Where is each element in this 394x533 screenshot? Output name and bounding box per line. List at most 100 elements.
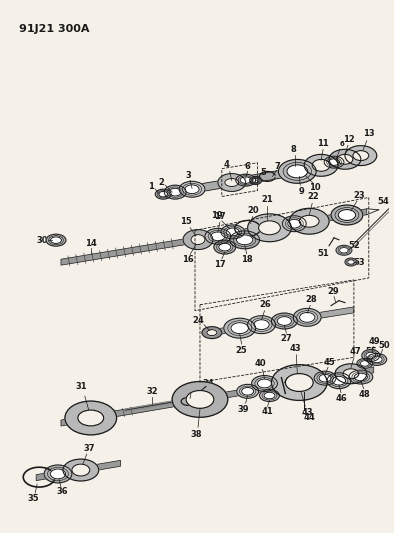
Text: 10: 10: [309, 183, 321, 192]
Ellipse shape: [282, 216, 306, 232]
Ellipse shape: [155, 189, 171, 199]
Ellipse shape: [202, 327, 222, 338]
Text: 4: 4: [224, 160, 230, 169]
Ellipse shape: [236, 174, 256, 186]
Ellipse shape: [172, 382, 228, 417]
Text: 48: 48: [359, 390, 371, 399]
Text: 36: 36: [56, 487, 68, 496]
Ellipse shape: [357, 359, 373, 368]
Ellipse shape: [179, 181, 205, 197]
Text: 22: 22: [307, 192, 319, 201]
Ellipse shape: [264, 392, 275, 399]
Text: 24: 24: [192, 316, 204, 325]
Text: 38: 38: [190, 430, 202, 439]
Ellipse shape: [169, 188, 181, 196]
Ellipse shape: [221, 225, 245, 239]
Ellipse shape: [211, 232, 225, 241]
Text: 53: 53: [353, 257, 365, 266]
Ellipse shape: [329, 149, 361, 169]
Ellipse shape: [367, 353, 387, 366]
Ellipse shape: [343, 369, 359, 379]
Text: 49: 49: [369, 337, 381, 346]
Ellipse shape: [354, 373, 367, 381]
Text: 7: 7: [275, 162, 280, 171]
Ellipse shape: [340, 247, 348, 253]
Text: 23: 23: [353, 191, 365, 200]
Ellipse shape: [299, 215, 319, 227]
Text: 51: 51: [317, 249, 329, 258]
Text: 52: 52: [348, 241, 360, 250]
Text: 42: 42: [283, 369, 295, 378]
Text: 40: 40: [255, 359, 266, 368]
Ellipse shape: [236, 235, 253, 245]
Ellipse shape: [252, 178, 259, 183]
Ellipse shape: [218, 174, 245, 191]
Text: 55: 55: [365, 347, 377, 356]
Ellipse shape: [289, 208, 329, 234]
Ellipse shape: [314, 371, 336, 385]
Text: 30: 30: [36, 236, 48, 245]
Polygon shape: [205, 307, 354, 337]
Ellipse shape: [304, 155, 338, 176]
Ellipse shape: [312, 159, 330, 171]
Text: 9: 9: [298, 187, 304, 196]
Text: 43: 43: [301, 408, 313, 417]
Ellipse shape: [331, 205, 363, 225]
Ellipse shape: [362, 350, 380, 361]
Ellipse shape: [250, 176, 262, 184]
Text: 46: 46: [335, 394, 347, 403]
Text: 54: 54: [378, 197, 390, 206]
Text: 25: 25: [236, 345, 247, 354]
Text: 17: 17: [214, 212, 226, 221]
Polygon shape: [160, 157, 361, 199]
Ellipse shape: [353, 151, 369, 160]
Ellipse shape: [337, 155, 353, 164]
Ellipse shape: [329, 159, 340, 165]
Ellipse shape: [366, 352, 376, 359]
Ellipse shape: [277, 317, 292, 325]
Text: 31: 31: [75, 382, 87, 391]
Ellipse shape: [333, 376, 346, 385]
Text: 41: 41: [262, 407, 273, 416]
Ellipse shape: [205, 228, 231, 244]
Text: 32: 32: [147, 387, 158, 396]
Ellipse shape: [260, 390, 279, 401]
Text: 45: 45: [323, 358, 335, 367]
Ellipse shape: [230, 231, 260, 249]
Ellipse shape: [207, 329, 217, 336]
Text: 8: 8: [290, 145, 296, 154]
Text: 5: 5: [260, 168, 266, 177]
Ellipse shape: [185, 185, 199, 193]
Ellipse shape: [242, 387, 254, 395]
Ellipse shape: [50, 469, 66, 479]
Ellipse shape: [50, 237, 61, 244]
Ellipse shape: [78, 410, 104, 426]
Text: 16: 16: [182, 255, 194, 264]
Ellipse shape: [338, 209, 356, 221]
Ellipse shape: [72, 464, 90, 476]
Text: 39: 39: [238, 405, 249, 414]
Text: 37: 37: [83, 443, 95, 453]
Ellipse shape: [285, 374, 313, 391]
Ellipse shape: [164, 185, 186, 199]
Ellipse shape: [345, 146, 377, 166]
Polygon shape: [36, 461, 121, 481]
Text: 91J21 300A: 91J21 300A: [19, 24, 90, 34]
Ellipse shape: [183, 230, 213, 249]
Polygon shape: [61, 209, 367, 265]
Text: 3: 3: [185, 171, 191, 180]
Text: 50: 50: [379, 341, 390, 350]
Text: 26: 26: [260, 300, 271, 309]
Ellipse shape: [225, 179, 239, 187]
Ellipse shape: [288, 220, 301, 228]
Ellipse shape: [214, 240, 236, 254]
Ellipse shape: [248, 316, 275, 334]
Ellipse shape: [224, 318, 256, 338]
Ellipse shape: [327, 373, 351, 389]
Ellipse shape: [226, 228, 239, 236]
Text: 44: 44: [303, 413, 315, 422]
Ellipse shape: [287, 165, 308, 178]
Ellipse shape: [299, 312, 315, 322]
Ellipse shape: [219, 243, 231, 251]
Ellipse shape: [319, 374, 331, 382]
